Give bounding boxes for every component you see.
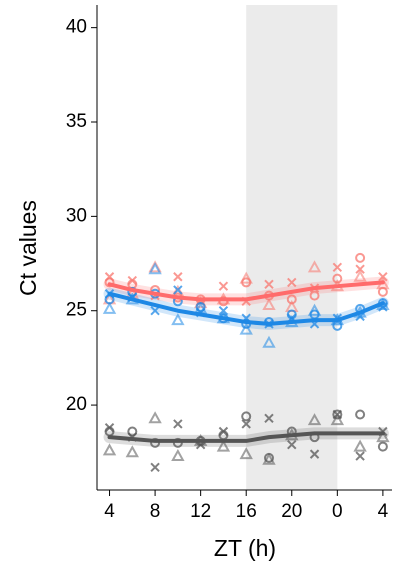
- point: [378, 272, 388, 282]
- point: [102, 443, 117, 456]
- point: [307, 413, 322, 426]
- point: [355, 252, 366, 263]
- point: [264, 413, 274, 423]
- fit-line: [107, 280, 385, 302]
- x-tick-label: 12: [190, 501, 211, 522]
- point: [332, 262, 343, 273]
- y-tick-label: 30: [66, 205, 87, 226]
- point: [173, 272, 183, 282]
- point: [127, 426, 138, 437]
- point: [127, 275, 138, 286]
- point: [355, 409, 366, 420]
- point: [125, 445, 140, 458]
- point: [262, 452, 276, 465]
- point: [355, 451, 365, 461]
- point: [239, 447, 253, 460]
- x-tick-label: 4: [378, 501, 389, 522]
- point: [241, 419, 251, 429]
- x-tick-label: 4: [104, 501, 115, 522]
- point: [104, 277, 115, 288]
- point: [353, 439, 367, 452]
- x-tick-label: 16: [236, 501, 257, 522]
- point: [377, 441, 388, 452]
- y-tick-label: 35: [66, 111, 87, 132]
- point: [148, 411, 162, 424]
- point: [148, 262, 162, 275]
- x-tick-label: 8: [150, 501, 161, 522]
- fit-line: [107, 431, 385, 443]
- point: [239, 271, 253, 284]
- point: [173, 285, 183, 295]
- point: [307, 303, 322, 316]
- point: [218, 426, 229, 437]
- point: [216, 439, 231, 452]
- point: [332, 409, 343, 420]
- point: [353, 269, 367, 282]
- point: [102, 301, 117, 314]
- point: [309, 290, 320, 301]
- point: [218, 306, 229, 316]
- point: [150, 306, 160, 316]
- point: [150, 462, 160, 473]
- point: [171, 448, 185, 462]
- x-tick-label: 20: [281, 501, 302, 522]
- y-axis-title: Ct values: [15, 200, 41, 296]
- fit-line: [107, 291, 385, 326]
- point: [104, 423, 115, 433]
- point: [171, 313, 185, 326]
- point: [307, 260, 322, 273]
- point: [309, 449, 320, 459]
- point: [262, 335, 276, 348]
- x-axis-title: ZT (h): [214, 535, 276, 561]
- night-shade: [246, 5, 338, 490]
- point: [218, 281, 229, 291]
- y-tick-label: 20: [66, 394, 87, 415]
- point: [104, 272, 115, 282]
- point: [173, 419, 183, 429]
- point: [376, 430, 390, 443]
- point: [355, 264, 365, 274]
- point: [239, 322, 253, 335]
- y-tick-label: 40: [66, 17, 87, 38]
- point: [330, 413, 345, 426]
- x-tick-label: 0: [332, 501, 343, 522]
- point: [287, 277, 297, 288]
- point: [262, 297, 276, 311]
- point: [264, 279, 274, 290]
- y-tick-label: 25: [66, 300, 87, 321]
- point: [287, 440, 297, 450]
- point: [241, 411, 252, 422]
